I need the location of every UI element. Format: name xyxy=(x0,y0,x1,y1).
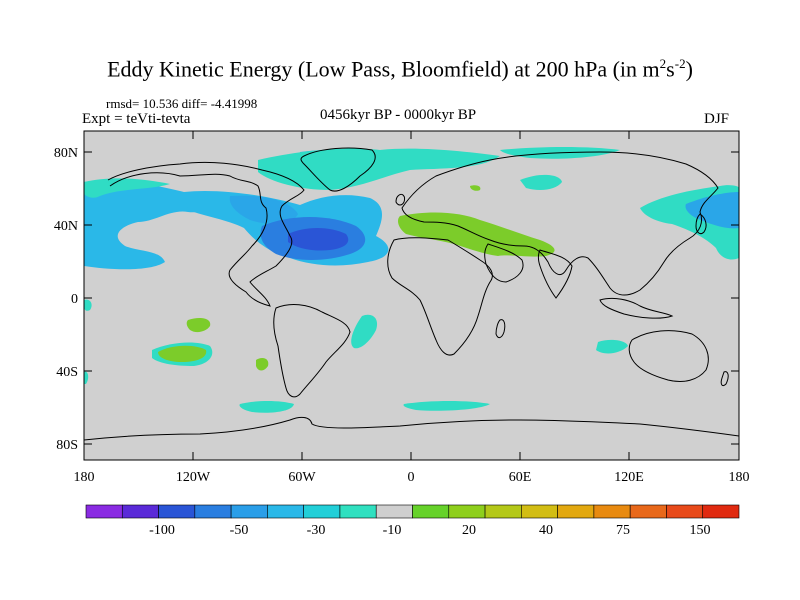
teal-band-southern-ocean-pacific xyxy=(239,401,294,413)
coastline-new-zealand xyxy=(720,371,729,387)
coastline-south-america xyxy=(273,304,351,398)
colorbar-swatch xyxy=(412,504,450,519)
colorbar-label: 20 xyxy=(462,523,476,538)
map-background xyxy=(84,131,739,460)
rmsd-diff-stats: rmsd= 10.536 diff= -4.41998 xyxy=(106,96,258,111)
colorbar-swatch xyxy=(629,504,667,519)
colorbar-swatch xyxy=(521,504,558,519)
colorbar-label: -10 xyxy=(383,523,402,538)
lat-label: 0 xyxy=(71,292,78,307)
green-patch-south-america-west xyxy=(256,358,269,371)
colorbar-swatch xyxy=(121,504,159,519)
colorbar-labels: -100 -50 -30 -10 20 40 75 150 xyxy=(149,523,710,538)
teal-patch-south-atlantic xyxy=(351,314,378,349)
lon-label: 180 xyxy=(729,470,750,485)
cyan-band-north-pacific-west xyxy=(84,180,208,270)
coastline-arabia xyxy=(484,243,524,283)
teal-edge-north-pacific xyxy=(84,178,170,198)
colorbar-label: -30 xyxy=(307,523,326,538)
colorbar-swatch xyxy=(85,504,123,519)
coastline-india xyxy=(538,249,573,299)
experiment-label: Expt = teVti-tevta xyxy=(82,111,191,127)
colorbar-swatch xyxy=(484,504,522,519)
green-patch-south-pacific-east xyxy=(158,345,207,362)
coastline-north-america xyxy=(107,161,305,307)
green-dot-eastern-europe xyxy=(470,185,481,191)
colorbar-swatch xyxy=(339,504,377,519)
lat-label: 80S xyxy=(56,438,78,453)
colorbar-label: 40 xyxy=(539,523,553,538)
colorbar-label: -50 xyxy=(230,523,249,538)
colorbar xyxy=(85,504,740,519)
colorbar-swatch xyxy=(557,504,595,519)
lat-label: 80N xyxy=(54,146,78,161)
coastline-eurasia xyxy=(401,151,719,296)
colorbar-swatch xyxy=(375,504,413,519)
colorbar-swatch xyxy=(666,504,704,519)
colorbar-swatch xyxy=(158,504,196,519)
coastline-indonesia xyxy=(599,297,674,319)
green-patch-south-pacific-subtropical xyxy=(186,318,211,333)
map-area xyxy=(84,131,739,460)
period-label: 0456kyr BP - 0000kyr BP xyxy=(320,107,477,123)
coastline-uk xyxy=(395,193,405,206)
teal-band-southern-ocean-atlantic xyxy=(403,401,490,411)
colorbar-swatch xyxy=(448,504,486,519)
longitude-labels: 180 120W 60W 0 60E 120E 180 xyxy=(74,470,750,485)
colorbar-swatch xyxy=(267,504,304,519)
teal-patch-indian-ocean xyxy=(596,339,628,354)
coastline-africa xyxy=(387,237,493,356)
coastline-australia xyxy=(628,330,709,383)
lon-label: 120W xyxy=(176,470,211,485)
axis-ticks xyxy=(84,131,739,460)
plot-title: Eddy Kinetic Energy (Low Pass, Bloomfiel… xyxy=(107,56,693,82)
colorbar-swatch xyxy=(303,504,341,519)
latitude-labels: 80N 40N 0 40S 80S xyxy=(54,146,78,453)
colorbar-swatch xyxy=(702,504,740,519)
map-frame xyxy=(83,130,740,461)
coastline-antarctica xyxy=(84,416,739,441)
teal-patch-central-asia xyxy=(520,174,562,190)
lon-label: 120E xyxy=(614,470,644,485)
lon-label: 0 xyxy=(408,470,415,485)
coastline-madagascar xyxy=(495,319,506,339)
colorbar-swatch xyxy=(230,504,268,519)
colorbar-swatch xyxy=(194,504,232,519)
lon-label: 180 xyxy=(74,470,95,485)
lon-label: 60W xyxy=(288,470,316,485)
colorbar-swatch xyxy=(593,504,631,519)
lat-label: 40S xyxy=(56,365,78,380)
colorbar-label: 75 xyxy=(616,523,630,538)
coastline-greenland xyxy=(300,147,376,192)
light-blue-patch-north-pacific-east xyxy=(685,192,739,229)
colorbar-label: 150 xyxy=(690,523,711,538)
lat-label: 40N xyxy=(54,219,78,234)
season-label: DJF xyxy=(704,111,730,127)
lon-label: 60E xyxy=(509,470,532,485)
teal-patch-south-pacific-far-west xyxy=(84,371,89,384)
coastline-japan xyxy=(695,213,707,235)
dark-blue-core-north-atlantic xyxy=(288,228,349,251)
colorbar-label: -100 xyxy=(149,523,175,538)
teal-patch-south-pacific-west xyxy=(84,299,92,311)
coastlines xyxy=(84,147,739,441)
